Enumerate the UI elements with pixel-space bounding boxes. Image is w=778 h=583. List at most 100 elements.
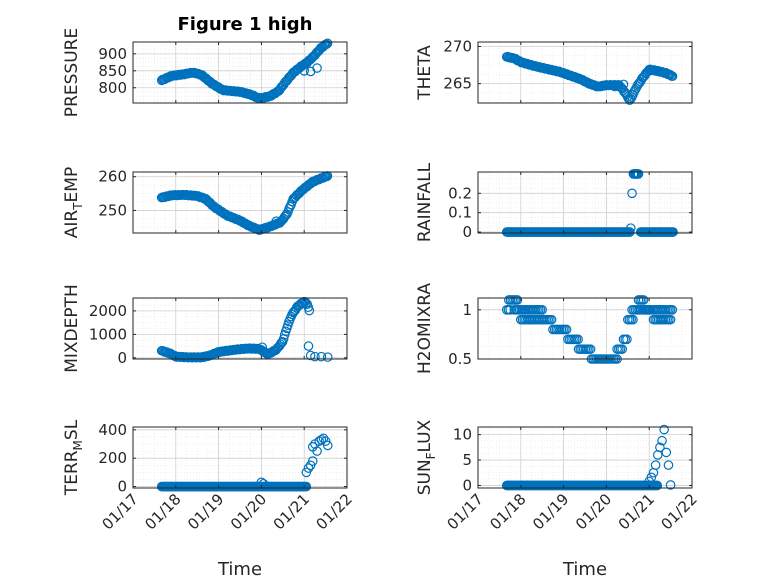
data-point [312,446,322,456]
data-point [663,460,674,470]
axes-box [132,41,348,104]
data-point [573,334,583,345]
data-point [657,435,667,446]
y-tick-label: 0 [117,478,127,496]
y-tick-label: 0 [117,349,127,367]
data-point [625,223,636,233]
y-tick-label: 5 [462,451,472,469]
y-tick-label: 2000 [89,302,127,320]
axes-box [477,41,693,104]
data-point [304,305,315,316]
data-point [624,95,635,105]
series-markers [156,171,333,235]
series-markers [501,169,678,237]
data-point [617,344,628,354]
axes-box [477,171,693,234]
data-point [667,305,678,315]
data-point [561,324,572,335]
subplot-air_temp: 250 260 AIRTEMP [62,167,348,238]
y-tick-label: 900 [98,45,127,63]
axes-box [477,426,693,489]
data-point [299,66,309,76]
data-point [622,334,632,345]
y-tick-label: 0.2 [448,184,472,202]
figure-title: Figure 1 high [178,14,313,35]
data-point [628,314,638,325]
subplot-theta: 265 270 THETA [415,37,693,105]
y-tick-label: 260 [98,168,127,186]
data-point [655,442,665,453]
data-point [665,314,676,325]
data-point [610,81,620,92]
data-point [646,472,657,483]
data-point [257,342,268,353]
subplot-rainfall: 00.1 0.2 RAINFALL [415,162,693,242]
axes-box [477,297,693,360]
data-point [546,314,557,325]
data-point [305,350,316,361]
data-point [301,481,312,492]
axes-box [132,426,348,489]
subplot-h2omixra: 0.5 1 H2OMIXRA [415,283,693,374]
data-point [665,480,676,490]
data-point [625,227,635,237]
y-tick-label: 850 [98,62,127,80]
data-point [310,351,320,362]
y-tick-label: 200 [98,449,127,467]
y-axis-label: MIXDEPTH [62,284,82,373]
y-axis-label: PRESSURE [62,28,82,117]
y-tick-label: 400 [98,421,127,439]
data-point [668,227,678,237]
subplot-mixdepth: 0 1000 2000 MIXDEPTH [62,284,348,373]
data-point [316,351,327,362]
y-tick-label: 800 [98,79,127,97]
y-tick-label: 270 [443,37,472,55]
data-point [275,339,286,350]
axes-box [132,297,348,360]
data-point [537,305,547,315]
data-point [667,71,678,82]
series-markers [501,51,678,105]
series-markers [501,424,676,491]
y-tick-label: 0 [462,476,472,494]
data-point [312,63,322,73]
data-point [619,87,630,97]
data-point [322,440,333,451]
y-tick-label: 265 [443,75,472,93]
data-point [279,211,290,222]
data-point [633,169,644,179]
y-tick-label: 10 [453,426,472,444]
grid-lines [477,427,693,488]
grid-lines [477,172,693,233]
y-axis-label: SUNFLUX [415,419,438,495]
data-point [618,79,629,90]
y-axis-label: TERRMSL [62,419,85,496]
y-tick-label: 1000 [89,325,127,343]
data-point [638,295,649,305]
data-point [661,447,672,458]
data-point [316,434,327,445]
data-point [505,305,515,315]
y-axis-label: H2OMIXRA [415,283,435,374]
y-tick-label: 1 [462,301,472,319]
data-point [318,433,329,444]
data-point [322,352,333,362]
series-markers [156,296,333,363]
y-axis-label: RAINFALL [415,162,435,242]
data-point [512,295,523,305]
data-point [322,38,333,49]
data-point [659,424,669,435]
data-point [665,70,676,80]
data-point [303,463,314,473]
x-axis-label: Time [217,559,262,580]
data-point [285,201,295,212]
y-tick-label: 0.5 [448,350,472,368]
data-point [585,344,596,354]
data-point [627,188,637,199]
y-axis-label: THETA [415,45,435,101]
data-point [652,480,663,491]
axes-box [132,171,348,234]
series-markers [156,433,333,492]
